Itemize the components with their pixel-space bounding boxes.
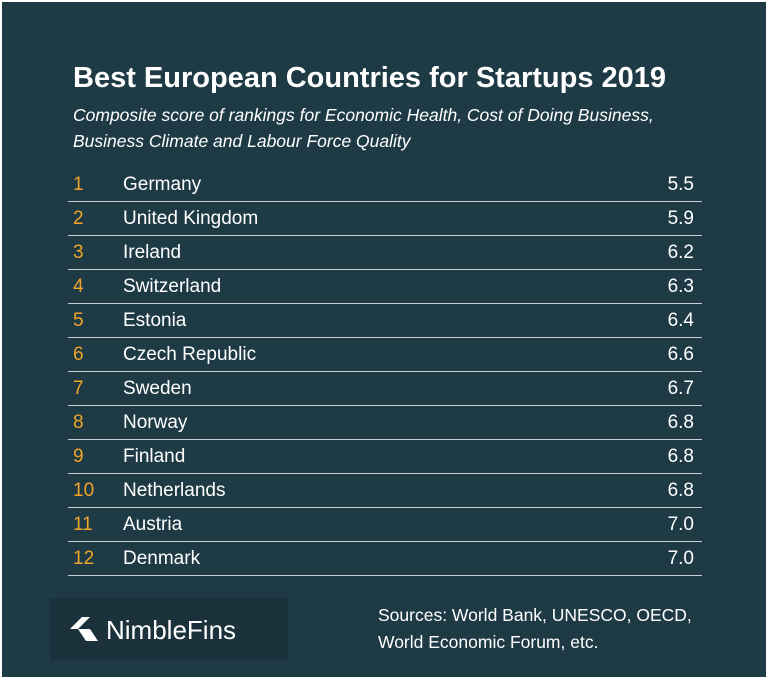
score-value: 6.8 [667,480,694,501]
table-row: 11 Austria 7.0 [68,508,702,542]
rank-label: 1 [73,174,84,195]
rank-label: 6 [73,344,84,365]
rank-label: 8 [73,412,84,433]
table-row: 6 Czech Republic 6.6 [68,338,702,372]
table-row: 3 Ireland 6.2 [68,236,702,270]
rank-label: 11 [73,514,93,535]
rank-label: 3 [73,242,84,263]
score-value: 6.6 [667,344,694,365]
score-value: 7.0 [667,548,694,569]
table-row: 5 Estonia 6.4 [68,304,702,338]
table-row: 7 Sweden 6.7 [68,372,702,406]
score-value: 6.4 [667,310,694,331]
table-row: 9 Finland 6.8 [68,440,702,474]
score-value: 5.5 [667,174,694,195]
rank-label: 9 [73,446,84,467]
logo-text: NimbleFins [106,615,237,645]
score-value: 6.2 [667,242,694,263]
score-value: 6.8 [667,412,694,433]
chart-title: Best European Countries for Startups 201… [73,62,667,94]
country-label: Norway [123,412,188,433]
country-label: Czech Republic [123,344,257,365]
country-label: Switzerland [123,276,222,297]
nimblefins-arrow-icon [70,617,98,641]
table-row: 1 Germany 5.5 [68,168,702,202]
score-value: 6.7 [667,378,694,399]
country-label: Ireland [123,242,182,263]
country-label: Finland [123,446,186,467]
country-label: Estonia [123,310,187,331]
rank-label: 7 [73,378,84,399]
sources-line-2: World Economic Forum, etc. [378,632,599,652]
rank-label: 12 [73,548,95,569]
rank-label: 2 [73,208,84,229]
table-row: 12 Denmark 7.0 [68,542,702,576]
country-label: United Kingdom [123,208,259,229]
score-value: 6.3 [667,276,694,297]
country-label: Germany [123,174,202,195]
table-row: 8 Norway 6.8 [68,406,702,440]
score-value: 5.9 [667,208,694,229]
sources-note: Sources: World Bank, UNESCO, OECD, World… [378,602,708,656]
country-label: Netherlands [123,480,226,501]
table-row: 2 United Kingdom 5.9 [68,202,702,236]
table-row: 10 Netherlands 6.8 [68,474,702,508]
score-value: 6.8 [667,446,694,467]
ranking-table: 1 Germany 5.5 2 United Kingdom 5.9 3 Ireland 6.2… [68,168,702,576]
sources-line-1: Sources: World Bank, UNESCO, OECD, [378,605,692,625]
rank-label: 5 [73,310,84,331]
chart-subtitle: Composite score of rankings for Economic… [73,105,654,151]
rank-label: 10 [73,480,95,501]
country-label: Sweden [123,378,192,399]
rank-label: 4 [73,276,84,297]
country-label: Denmark [123,548,201,569]
table-row: 4 Switzerland 6.3 [68,270,702,304]
country-label: Austria [123,514,183,535]
nimblefins-logo: NimbleFins [50,598,288,660]
score-value: 7.0 [667,514,694,535]
